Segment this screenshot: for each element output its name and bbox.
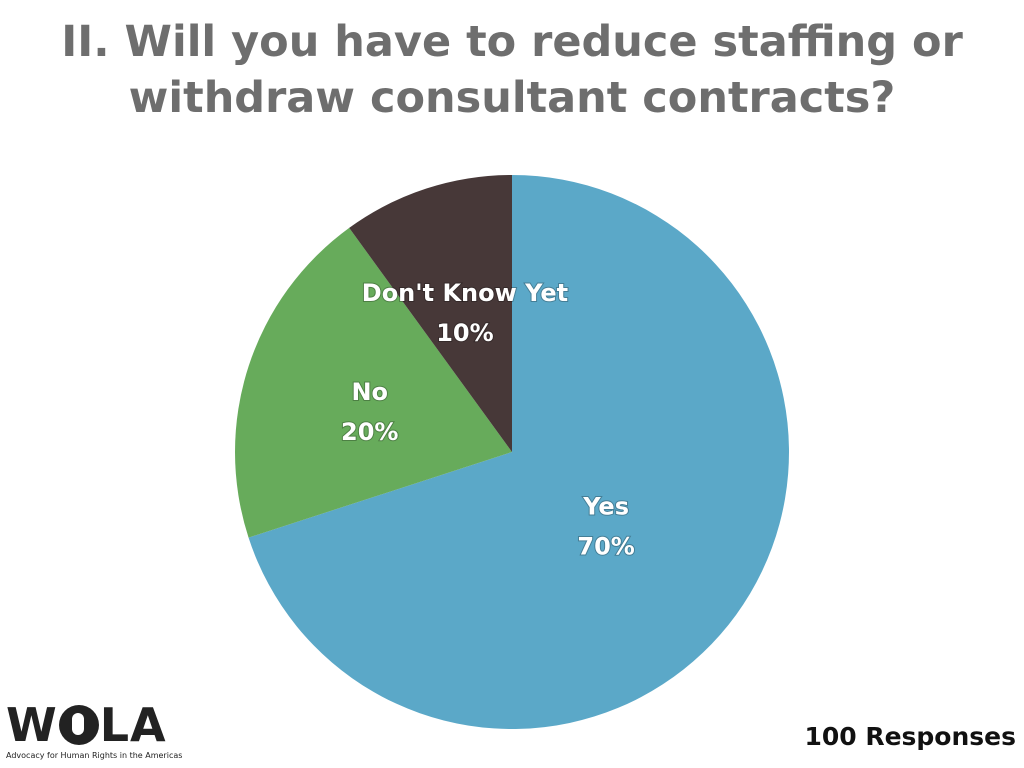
pie-slice-yes: [248, 175, 789, 729]
slice-value-no: 20%: [341, 418, 398, 446]
logo-wordmark: W LA: [6, 698, 167, 752]
pie-slice-don-t-know-yet: [349, 175, 512, 452]
slice-label-yes: Yes: [582, 492, 629, 520]
chart-title-line-2: withdraw consultant contracts?: [128, 73, 896, 123]
slice-value-don-t-know-yet: 10%: [436, 319, 493, 347]
slice-label-don-t-know-yet: Don't Know Yet: [362, 279, 568, 307]
responses-count: 100 Responses: [804, 722, 1016, 751]
slice-value-yes: 70%: [577, 532, 634, 560]
wola-logo: W LA Advocacy for Human Rights in the Ame…: [6, 700, 196, 764]
chart-title-line-1: II. Will you have to reduce staffing or: [61, 17, 963, 67]
pie-slice-no: [235, 227, 512, 538]
logo-emblem-icon: [58, 705, 99, 745]
chart-title: II. Will you have to reduce staffing or …: [0, 14, 1024, 126]
slice-label-no: No: [351, 378, 388, 406]
logo-tagline: Advocacy for Human Rights in the America…: [6, 751, 183, 760]
